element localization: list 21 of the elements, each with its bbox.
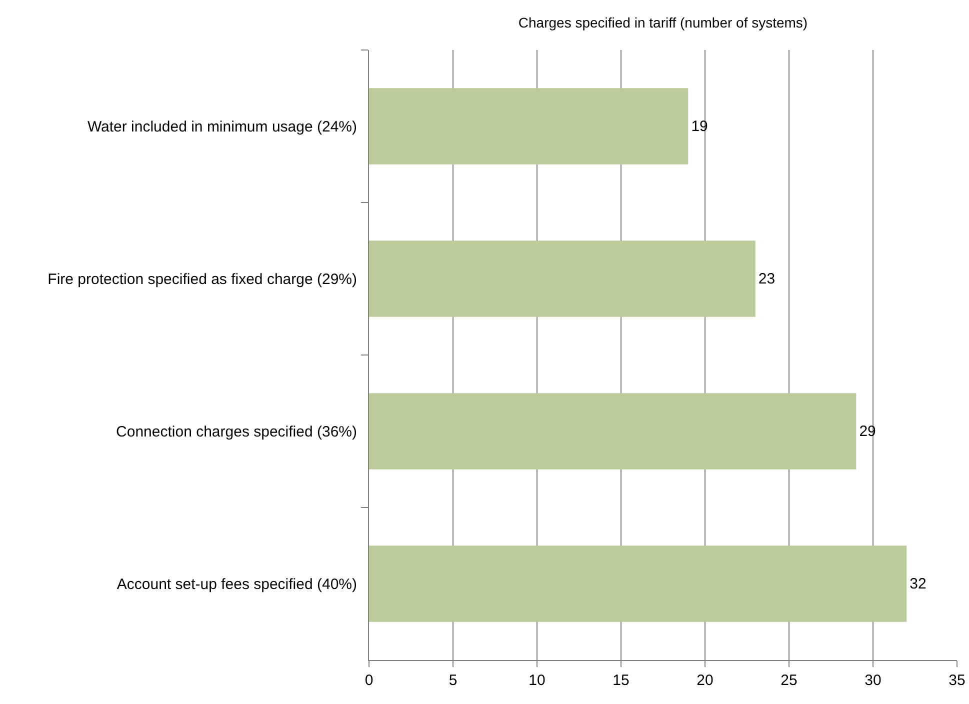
bar — [369, 88, 688, 164]
y-tick-label: Fire protection specified as fixed charge (29%) — [48, 271, 357, 288]
bar — [369, 393, 856, 470]
bar — [369, 240, 756, 317]
x-tick-label: 30 — [864, 672, 882, 689]
x-tick-label: 5 — [448, 672, 458, 689]
y-tick-label: Account set-up fees specified (40%) — [116, 576, 358, 593]
y-tick-label: Water included in minimum usage (24%) — [87, 118, 357, 136]
x-tick-label: 0 — [364, 672, 374, 689]
data-label: 32 — [910, 575, 926, 592]
bar — [369, 546, 907, 622]
x-tick-label: 20 — [696, 672, 714, 689]
data-label: 19 — [691, 118, 708, 135]
x-tick-label: 35 — [948, 672, 966, 689]
x-tick-label: 10 — [528, 672, 546, 689]
chart-title: Charges specified in tariff (number of systems) — [518, 14, 808, 30]
x-tick-label: 25 — [780, 672, 798, 689]
data-label: 23 — [758, 270, 776, 288]
x-tick-label: 15 — [612, 672, 630, 689]
y-tick-label: Connection charges specified (36%) — [116, 424, 358, 440]
data-label: 29 — [859, 422, 876, 440]
